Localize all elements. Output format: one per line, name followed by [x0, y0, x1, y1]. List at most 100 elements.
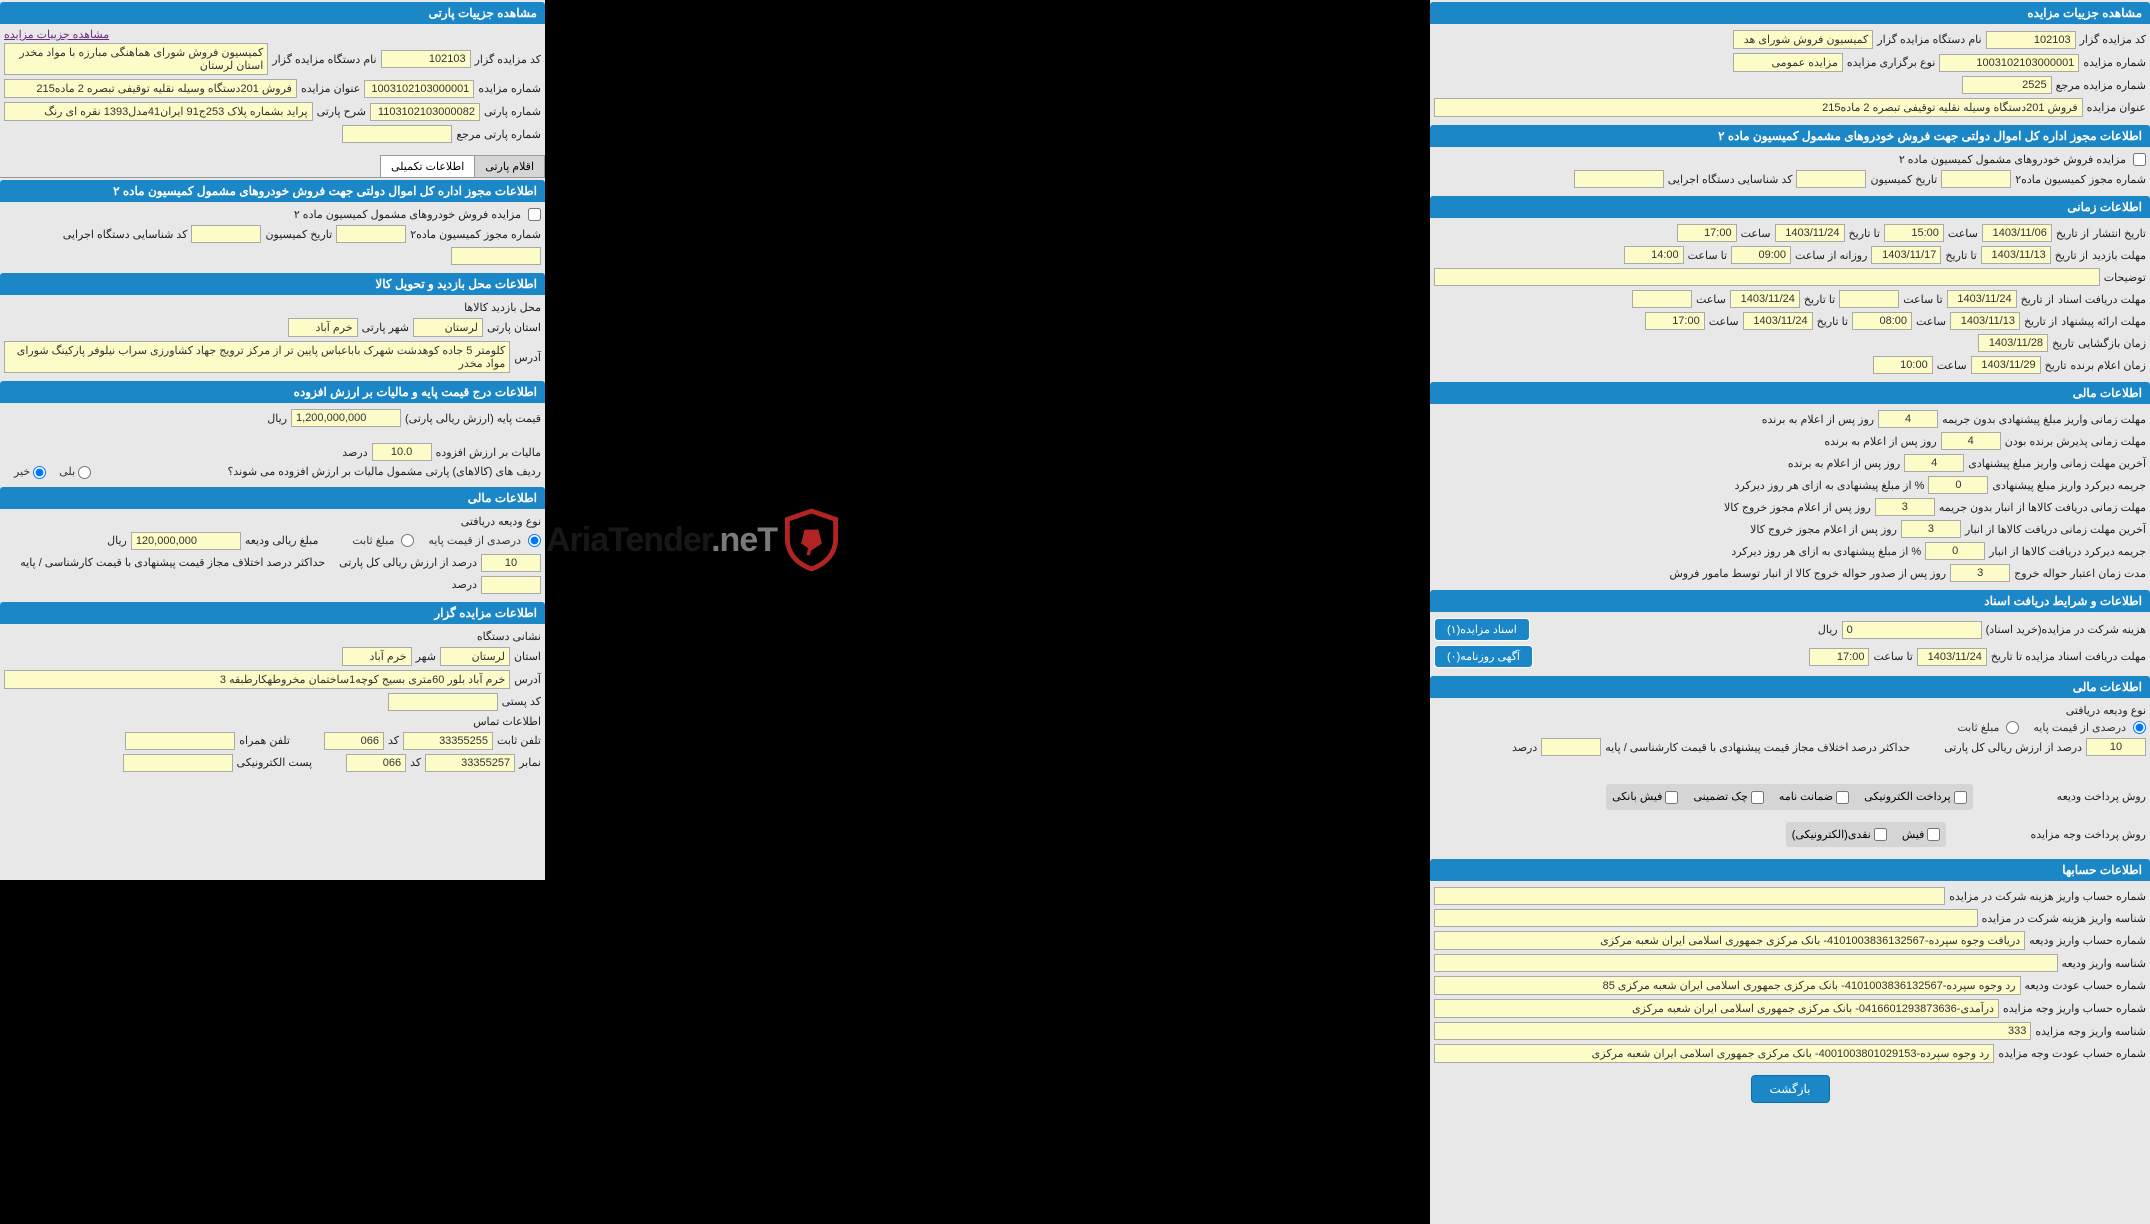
lbl-no: خیر — [14, 466, 30, 478]
val-comm-date — [1796, 170, 1866, 188]
lbl-code: کد مزایده گزار — [2080, 33, 2146, 46]
lbl-rial1: ريال — [1818, 623, 1838, 636]
lbl-announce: زمان اعلام برنده — [2071, 359, 2146, 372]
val-announce-d: 1403/11/29 — [1971, 356, 2041, 374]
lbl-rial2: ريال — [267, 412, 287, 425]
val-ldiff — [481, 576, 541, 594]
lbl-deptype: نوع ودیعه دریافتی — [2066, 704, 2146, 717]
lbl-lexec: کد شناسایی دستگاه اجرایی — [63, 228, 188, 241]
val-a1 — [1434, 887, 1945, 905]
lbl-contact: اطلاعات تماس — [473, 715, 541, 728]
chk-cash-elec[interactable] — [1874, 828, 1887, 841]
val-a2 — [1434, 909, 1978, 927]
header-lorg: اطلاعات مزایده گزار — [0, 602, 545, 624]
chk-bank-slip[interactable] — [1665, 791, 1678, 804]
radio-fixed[interactable] — [2006, 721, 2019, 734]
lbl-lopt1: درصدی از قیمت پایه — [428, 534, 521, 547]
val-lpr — [342, 125, 452, 143]
chk-slip[interactable] — [1927, 828, 1940, 841]
radio-yes[interactable] — [78, 466, 91, 479]
lbl-num: شماره مزایده — [2083, 56, 2146, 69]
radio-lfixed[interactable] — [401, 534, 414, 547]
val-doc-until-h: 17:00 — [1809, 648, 1869, 666]
val-code1: 066 — [324, 732, 384, 750]
back-button[interactable]: بازگشت — [1751, 1075, 1830, 1103]
header-party: مشاهده جزییات پارتی — [0, 2, 545, 24]
lbl-rial3: ريال — [107, 534, 127, 547]
radio-lpct[interactable] — [528, 534, 541, 547]
chk-elec[interactable] — [1954, 791, 1967, 804]
radio-no[interactable] — [33, 466, 46, 479]
lbl-f3: آخرین مهلت زمانی واریز مبلغ پیشنهادی — [1968, 457, 2146, 470]
lbl-code1: کد — [388, 734, 399, 747]
lbl-c3: چک تضمینی — [1693, 791, 1747, 803]
chk-sale[interactable] — [2133, 153, 2146, 166]
val-a7: 333 — [1434, 1022, 2031, 1040]
val-f7: 0 — [1925, 542, 1985, 560]
val-pub-from: 1403/11/06 — [1982, 224, 2052, 242]
lbl-prov2: استان — [514, 650, 541, 663]
lbl-lpct2: درصد — [452, 578, 477, 591]
val-ln: کمیسیون فروش شورای هماهنگی مبارزه با موا… — [4, 43, 268, 75]
lbl-a1: شماره حساب واریز هزینه شرکت در مزایده — [1949, 890, 2146, 903]
header-acc: اطلاعات حسابها — [1430, 859, 2150, 881]
lbl-yes: بلی — [59, 466, 75, 478]
lbl-from4: از تاریخ — [2024, 315, 2057, 328]
tab-items[interactable]: اقلام پارتی — [474, 155, 545, 177]
lbl-addr2: نشانی دستگاه — [477, 630, 541, 643]
lbl-a7: شناسه واریز وجه مزایده — [2035, 1025, 2146, 1038]
payauc-options: فیش نقدی(الکترونیکی) — [1786, 822, 1947, 848]
tab-info[interactable]: اطلاعات تکمیلی — [380, 155, 475, 177]
lbl-ref: شماره مزایده مرجع — [2056, 79, 2146, 92]
val-num: 1003102103000001 — [1939, 54, 2079, 72]
lbl-a6: شماره حساب واریز وجه مزایده — [2003, 1002, 2146, 1015]
val-f5: 3 — [1875, 498, 1935, 516]
val-visit-df: 09:00 — [1731, 246, 1791, 264]
val-ref: 2525 — [1962, 76, 2052, 94]
header-doc: اطلاعات و شرایط دریافت اسناد — [1430, 590, 2150, 612]
btn-asnad[interactable]: اسناد مزایده(۱) — [1434, 618, 1530, 641]
lbl-opt1: درصدی از قیمت پایه — [2033, 721, 2126, 734]
lbl-city2: شهر — [416, 650, 436, 663]
link-view-details[interactable]: مشاهده جزییات مزایده — [4, 29, 109, 41]
radio-pct[interactable] — [2133, 721, 2146, 734]
lbl-pub: تاریخ انتشار — [2093, 227, 2146, 240]
chk-lsale[interactable] — [528, 208, 541, 221]
val-permit-no — [1941, 170, 2011, 188]
lbl-depamt: مبلغ ریالی ودیعه — [245, 534, 319, 547]
lbl-notes: توضیحات — [2104, 271, 2146, 284]
lbl-vat: مالیات بر ارزش افزوده — [436, 446, 541, 459]
btn-agahi[interactable]: آگهی روزنامه(۰) — [1434, 645, 1533, 668]
chk-guarantee[interactable] — [1836, 791, 1849, 804]
header-fin2: اطلاعات مالی — [1430, 676, 2150, 698]
lbl-lpr: شماره پارتی مرجع — [456, 128, 541, 141]
watermark-text: AriaTender.neT — [546, 521, 777, 560]
lbl-th2: تا ساعت — [1903, 293, 1942, 306]
lbl-ldeptype: نوع ودیعه دریافتی — [461, 515, 541, 528]
lbl-c2: ضمانت نامه — [1779, 791, 1833, 803]
header-loc: اطلاعات محل بازدید و تحویل کالا — [0, 273, 545, 295]
header-permit: اطلاعات مجوز اداره کل اموال دولتی جهت فر… — [1430, 125, 2150, 147]
val-code: 102103 — [1986, 31, 2076, 49]
lbl-doc-until: مهلت دریافت اسناد مزایده تا تاریخ — [1991, 650, 2146, 663]
suf-f8: روز پس از صدور حواله خروج کالا از انبار … — [1669, 567, 1946, 580]
lbl-fax: نمابر — [519, 756, 541, 769]
val-name: کمیسیون فروش شورای هد — [1733, 30, 1873, 49]
val-title: فروش 201دستگاه وسیله نقلیه توقیفی تبصره … — [1434, 98, 2083, 117]
lbl-h1: ساعت — [1948, 227, 1978, 240]
chk-cheque[interactable] — [1751, 791, 1764, 804]
lbl-f2: مهلت زمانی پذیرش برنده بودن — [2005, 435, 2146, 448]
lbl-title: عنوان مزایده — [2087, 101, 2146, 114]
header-lfin: اطلاعات مالی — [0, 487, 545, 509]
lbl-to3: تا تاریخ — [1804, 293, 1835, 306]
val-offer-to: 1403/11/24 — [1743, 312, 1813, 330]
paydep-options: پرداخت الکترونیکی ضمانت نامه چک تضمینی ف… — [1606, 784, 1973, 810]
header-lfull: اطلاعات مجوز اداره کل اموال دولتی جهت فر… — [0, 180, 545, 202]
val-offer-th: 17:00 — [1645, 312, 1705, 330]
lbl-from1: از تاریخ — [2056, 227, 2089, 240]
lbl-code2: کد — [410, 756, 421, 769]
lbl-lt: عنوان مزایده — [301, 82, 360, 95]
lbl-lnum: شماره مزایده — [478, 82, 541, 95]
lbl-tel: تلفن ثابت — [497, 734, 541, 747]
lbl-base: قیمت پایه (ارزش ریالی پارتی) — [405, 412, 541, 425]
